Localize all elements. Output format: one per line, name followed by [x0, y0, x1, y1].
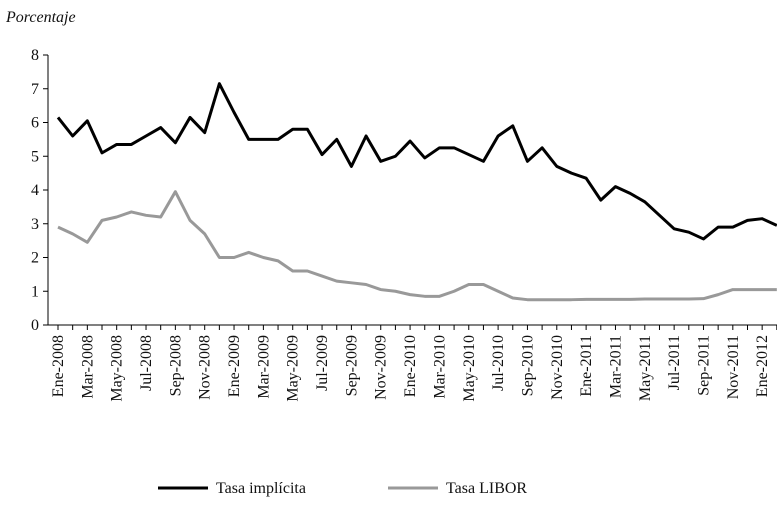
x-tick-label: Jul-2010 [490, 335, 507, 391]
y-tick-label: 5 [31, 148, 39, 165]
x-tick-label: Ene-2012 [754, 335, 771, 397]
x-tick-label: Nov-2010 [549, 335, 566, 400]
x-tick-label: Mar-2009 [255, 335, 272, 399]
x-tick-label: Jul-2008 [138, 335, 155, 391]
x-tick-label: May-2008 [109, 335, 126, 402]
x-tick-label: Mar-2010 [431, 335, 448, 399]
series-line [56, 82, 777, 241]
x-tick-label: Mar-2008 [79, 335, 96, 399]
x-tick-label: May-2010 [461, 335, 478, 402]
x-tick-label: May-2009 [285, 335, 302, 402]
x-tick-label: Sep-2009 [343, 335, 360, 396]
x-tick-label: Jul-2011 [666, 335, 683, 390]
legend-label: Tasa implícita [216, 480, 306, 497]
series-line [57, 190, 777, 302]
y-axis-label: Porcentaje [5, 9, 76, 26]
x-tick-label: Mar-2011 [607, 335, 624, 398]
y-tick-label: 7 [31, 81, 39, 98]
y-tick-label: 1 [31, 283, 39, 300]
x-tick-label: Nov-2008 [197, 335, 214, 400]
y-tick-label: 4 [31, 182, 39, 199]
x-tick-label: Nov-2011 [725, 335, 742, 399]
y-tick-label: 6 [31, 115, 39, 132]
y-tick-label: 2 [31, 250, 39, 267]
legend-label: Tasa LIBOR [446, 480, 527, 497]
x-tick-label: Sep-2008 [167, 335, 184, 396]
y-tick-label: 8 [31, 47, 39, 64]
x-tick-label: Ene-2011 [578, 335, 595, 397]
y-tick-label: 3 [31, 216, 39, 233]
x-tick-label: Ene-2008 [50, 335, 67, 397]
y-tick-label: 0 [31, 317, 39, 334]
x-tick-label: Ene-2009 [226, 335, 243, 397]
x-tick-label: Nov-2009 [373, 335, 390, 400]
x-tick-label: May-2011 [637, 335, 654, 401]
x-tick-label: Jul-2009 [314, 335, 331, 391]
x-tick-label: Ene-2010 [402, 335, 419, 397]
x-tick-label: Sep-2010 [519, 335, 536, 396]
x-tick-label: Sep-2011 [695, 335, 712, 396]
